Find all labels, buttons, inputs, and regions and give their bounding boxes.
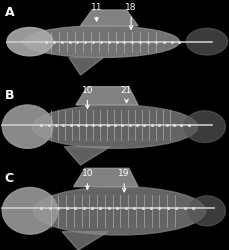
Polygon shape xyxy=(64,147,110,165)
Text: 10: 10 xyxy=(81,169,93,189)
Ellipse shape xyxy=(185,28,227,55)
Polygon shape xyxy=(76,87,137,105)
Polygon shape xyxy=(69,58,103,75)
Ellipse shape xyxy=(33,187,205,235)
Ellipse shape xyxy=(2,105,53,148)
Polygon shape xyxy=(62,232,108,250)
Ellipse shape xyxy=(183,111,224,142)
Text: B: B xyxy=(5,89,14,102)
Ellipse shape xyxy=(23,26,179,58)
Text: 18: 18 xyxy=(125,2,136,29)
Ellipse shape xyxy=(2,188,57,234)
Polygon shape xyxy=(73,168,137,187)
Polygon shape xyxy=(80,10,137,26)
Text: C: C xyxy=(5,172,14,186)
Ellipse shape xyxy=(7,28,53,56)
Text: 19: 19 xyxy=(118,169,129,192)
Text: 11: 11 xyxy=(90,2,102,21)
Ellipse shape xyxy=(188,196,224,226)
Ellipse shape xyxy=(32,105,197,148)
Text: A: A xyxy=(5,6,14,19)
Text: 10: 10 xyxy=(81,86,93,108)
Text: 21: 21 xyxy=(120,86,132,103)
